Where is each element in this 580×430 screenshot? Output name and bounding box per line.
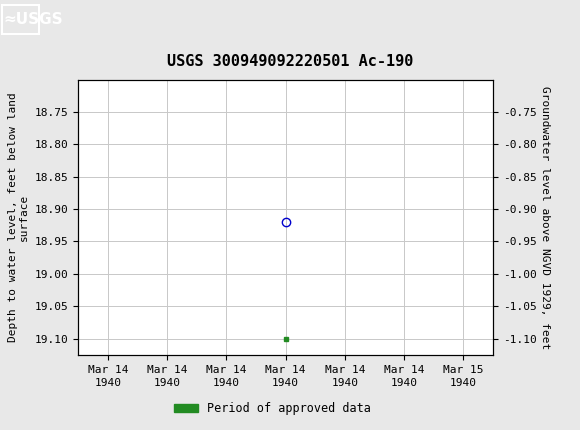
Text: USGS 300949092220501 Ac-190: USGS 300949092220501 Ac-190 xyxy=(167,54,413,69)
Legend: Period of approved data: Period of approved data xyxy=(169,397,376,420)
Y-axis label: Groundwater level above NGVD 1929, feet: Groundwater level above NGVD 1929, feet xyxy=(541,86,550,349)
Text: ≈USGS: ≈USGS xyxy=(3,12,63,27)
Y-axis label: Depth to water level, feet below land
surface: Depth to water level, feet below land su… xyxy=(8,92,29,342)
